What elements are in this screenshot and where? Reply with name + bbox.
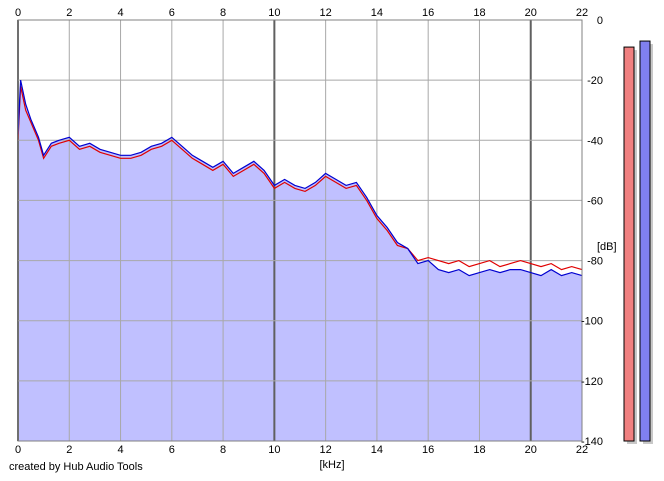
x-tick-label-bottom-20: 20 [525,444,537,456]
x-tick-label-bottom-0: 0 [15,444,21,456]
x-tick-label-bottom-18: 18 [473,444,485,456]
level-meter-bar-2 [639,40,651,442]
x-tick-label-top-14: 14 [371,7,383,19]
y-tick-label-neg80: -80 [587,256,603,268]
x-tick-label-top-16: 16 [422,7,434,19]
y-tick-label-neg120: -120 [581,376,603,388]
x-tick-label-top-8: 8 [220,7,226,19]
y-tick-label-neg20: -20 [587,75,603,87]
x-tick-label-bottom-2: 2 [66,444,72,456]
tick-layer: 002244668810101212141416161818202022220-… [15,7,603,456]
x-tick-label-top-2: 2 [66,7,72,19]
x-tick-label-top-6: 6 [169,7,175,19]
x-tick-label-top-22: 22 [576,7,588,19]
level-meter-bar-1 [623,46,635,442]
x-tick-label-bottom-8: 8 [220,444,226,456]
x-tick-label-top-20: 20 [525,7,537,19]
y-tick-label-neg100: -100 [581,316,603,328]
series-line-2 [17,79,583,277]
x-tick-label-top-10: 10 [268,7,280,19]
y-tick-label-neg60: -60 [587,195,603,207]
x-tick-label-top-4: 4 [117,7,123,19]
x-tick-label-bottom-10: 10 [268,444,280,456]
y-tick-label-neg40: -40 [587,135,603,147]
x-tick-label-bottom-12: 12 [320,444,332,456]
x-tick-label-bottom-16: 16 [422,444,434,456]
x-axis-label: [kHz] [319,459,344,471]
x-tick-label-top-0: 0 [15,7,21,19]
y-axis-label: [dB] [597,241,617,253]
x-tick-label-bottom-22: 22 [576,444,588,456]
x-tick-label-bottom-6: 6 [169,444,175,456]
series-layer [17,79,583,277]
x-tick-label-bottom-4: 4 [117,444,123,456]
x-tick-label-top-12: 12 [320,7,332,19]
plot-frame [17,19,583,442]
series-line-1 [17,86,583,271]
credit-text: created by Hub Audio Tools [9,461,143,473]
y-tick-label-neg140: -140 [581,436,603,448]
x-tick-label-top-18: 18 [473,7,485,19]
level-meters [623,40,653,445]
y-tick-label-0: 0 [597,15,603,27]
x-tick-label-bottom-14: 14 [371,444,383,456]
